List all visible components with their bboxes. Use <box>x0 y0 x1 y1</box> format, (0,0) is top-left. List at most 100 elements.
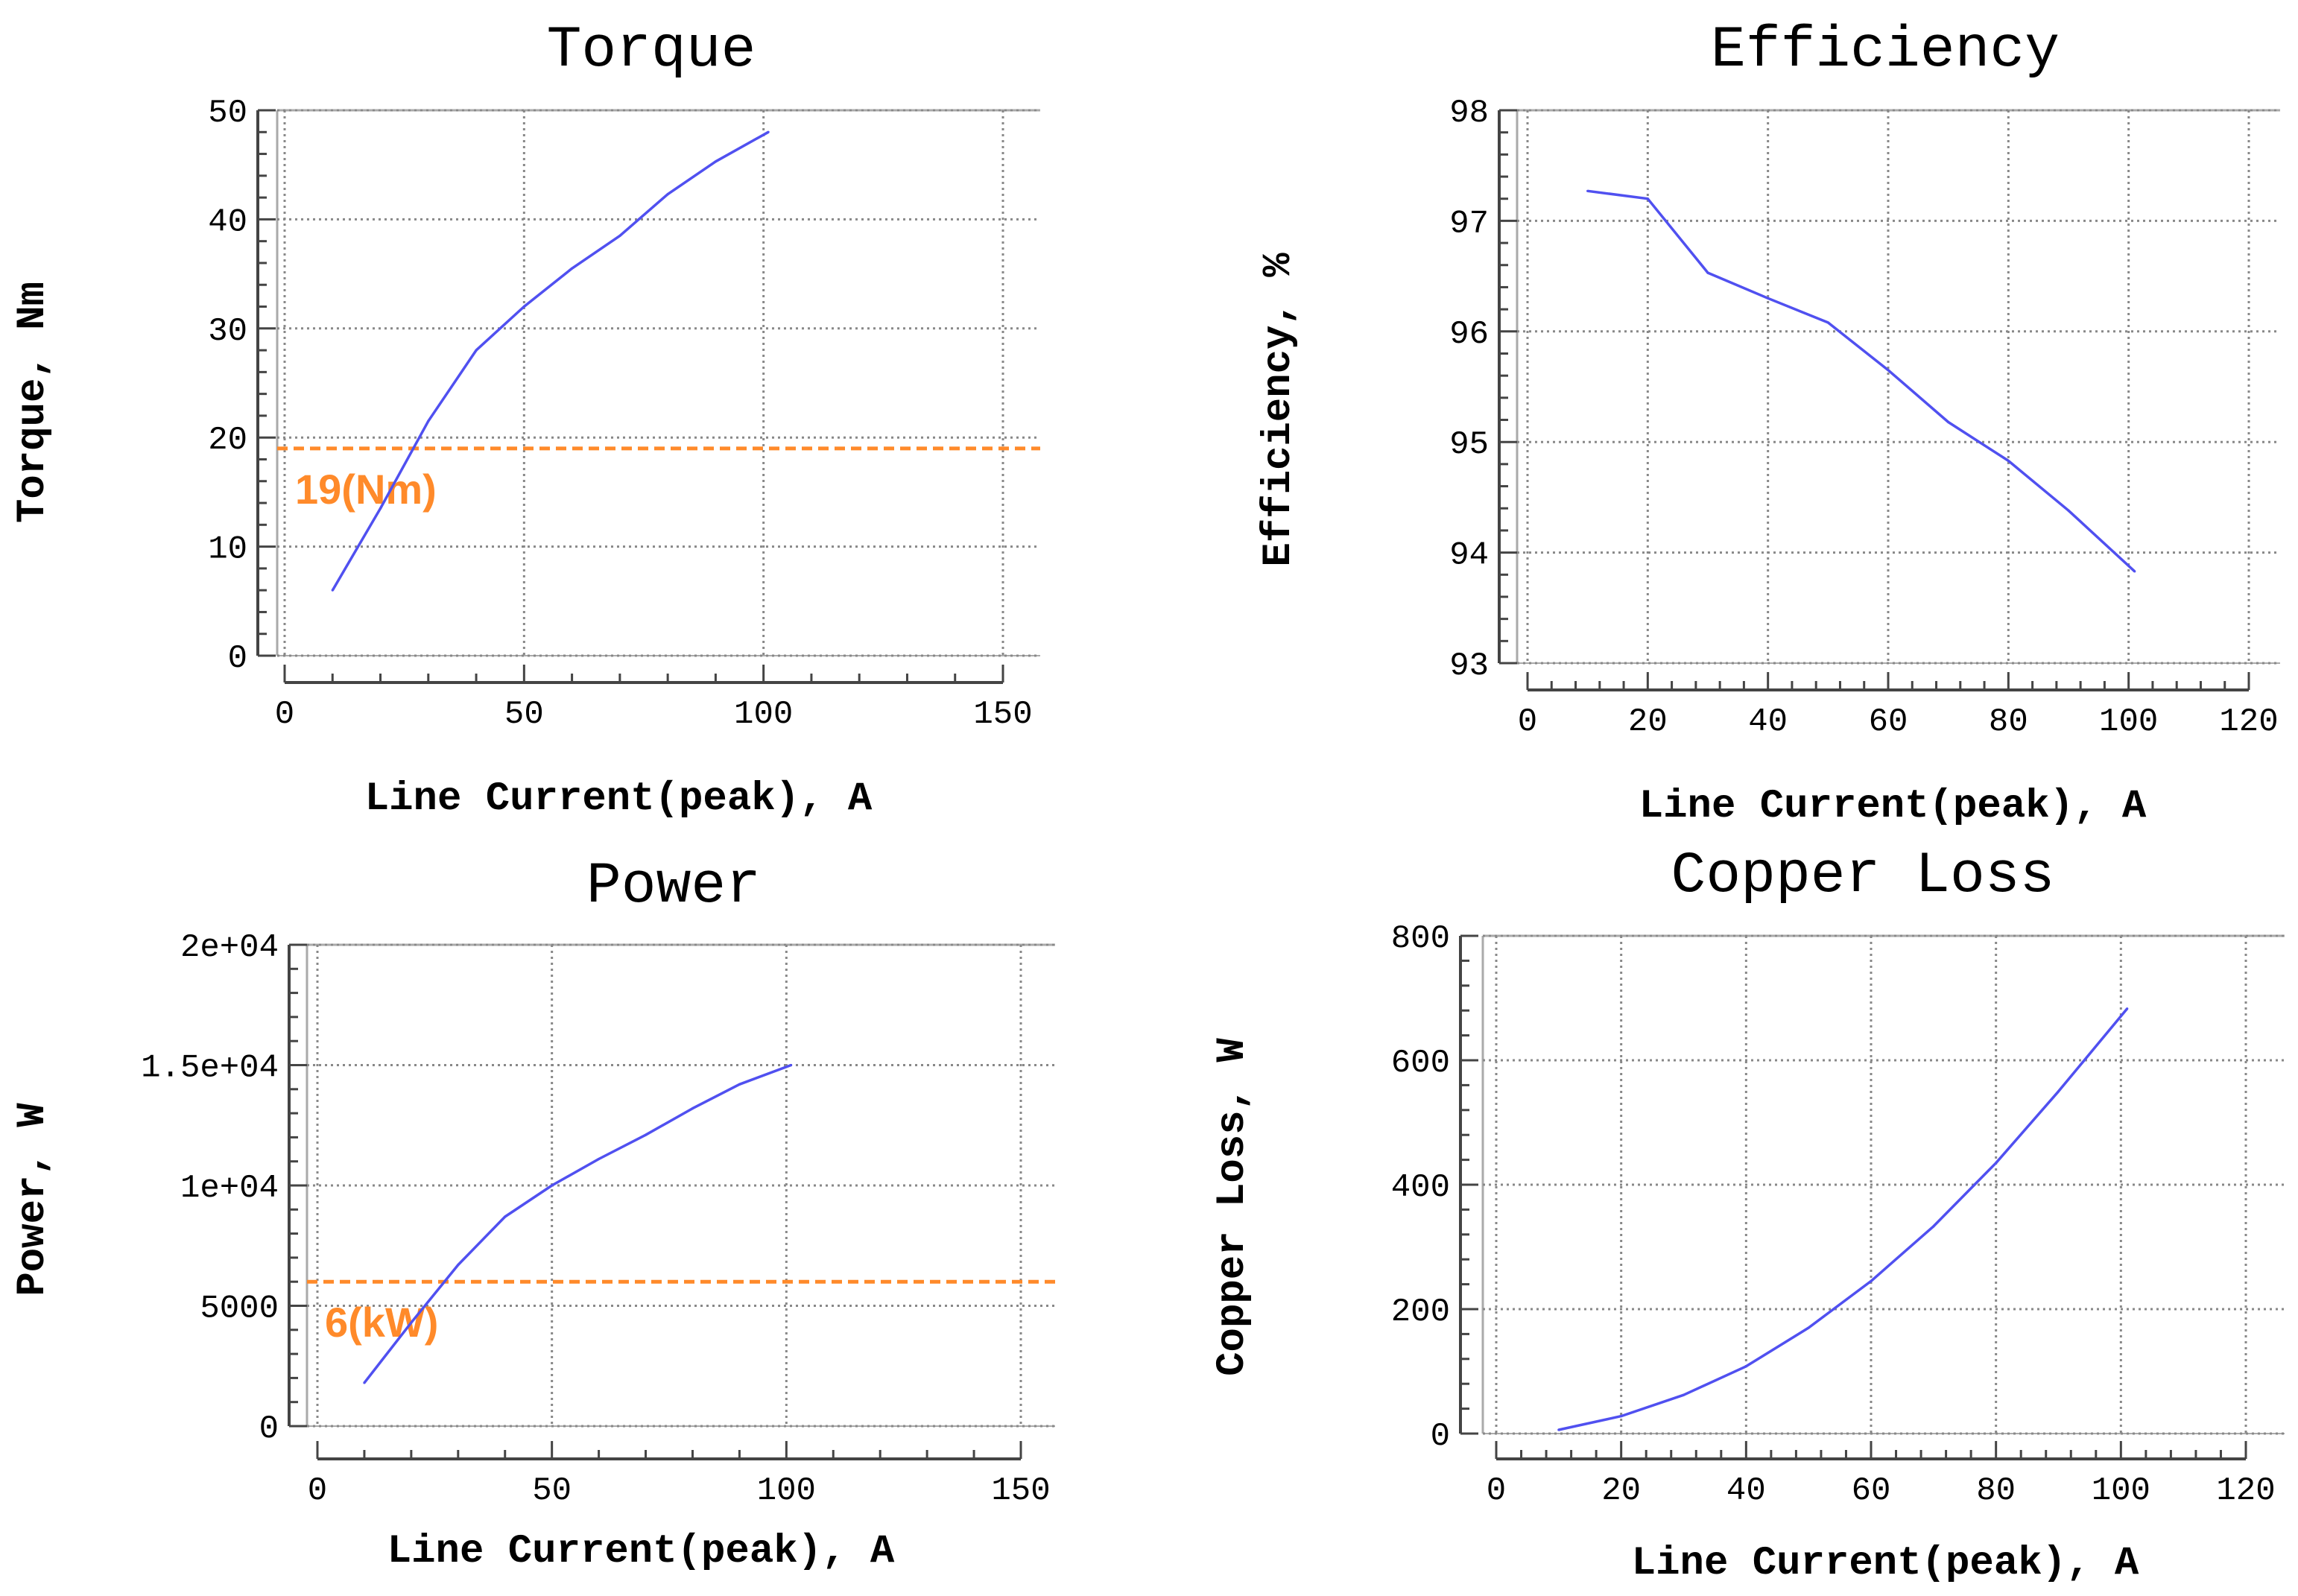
data-point <box>379 507 382 510</box>
data-point <box>427 419 430 422</box>
series-line <box>331 130 769 592</box>
x-axis-label: Line Current(peak), A <box>365 776 873 822</box>
data-point <box>571 267 574 270</box>
y-axis: 93 94 95 96 97 98 <box>1449 95 1517 685</box>
y-tick-label: 2e+04 <box>180 929 279 966</box>
plot-area <box>1516 109 2280 665</box>
x-tick-label: 100 <box>2092 1472 2150 1510</box>
chart-torque: Torque Line Current(peak), A Torque, Nm … <box>10 18 1040 822</box>
y-tick-label: 50 <box>208 95 247 132</box>
y-tick-label: 94 <box>1449 537 1489 574</box>
x-tick-label: 20 <box>1601 1472 1641 1510</box>
x-axis: 0 20 40 60 80 100 120 <box>1518 672 2279 741</box>
reference-label: 19(Nm) <box>295 466 437 513</box>
x-tick-label: 0 <box>1487 1472 1506 1510</box>
y-axis-label: Torque, Nm <box>10 282 56 523</box>
data-point <box>1682 1393 1685 1396</box>
series-torque <box>331 130 770 592</box>
y-tick-label: 10 <box>208 531 247 569</box>
data-point <box>1807 1326 1810 1329</box>
y-axis: 0 5000 1e+04 1.5e+04 2e+04 <box>141 929 307 1448</box>
series-power <box>363 1063 793 1384</box>
series-line <box>363 1063 792 1384</box>
plot-area <box>306 943 1055 1428</box>
x-tick-label: 120 <box>2216 1472 2275 1510</box>
y-tick-label: 5000 <box>200 1291 279 1328</box>
data-point <box>1767 297 1770 300</box>
reference-label: 6(kW) <box>325 1299 438 1346</box>
data-point <box>691 1107 694 1110</box>
data-point <box>504 1215 507 1218</box>
x-tick-label: 60 <box>1852 1472 1891 1510</box>
x-tick-label: 50 <box>504 696 544 733</box>
y-tick-label: 93 <box>1449 647 1489 685</box>
x-tick-label: 100 <box>2099 703 2158 741</box>
data-point <box>1932 1225 1935 1228</box>
data-point <box>1586 189 1589 192</box>
x-axis-label: Line Current(peak), A <box>1639 784 2147 829</box>
x-tick-label: 100 <box>757 1472 816 1510</box>
x-tick-label: 0 <box>275 696 294 733</box>
y-tick-label: 1e+04 <box>180 1170 279 1207</box>
y-tick-label: 40 <box>208 203 247 241</box>
data-point <box>1557 1428 1560 1431</box>
x-tick-label: 40 <box>1726 1472 1766 1510</box>
data-point <box>1706 271 1709 274</box>
x-axis: 0 50 100 150 <box>308 1441 1051 1510</box>
y-tick-label: 0 <box>228 640 247 677</box>
data-point <box>2007 459 2010 463</box>
data-point <box>475 349 478 352</box>
plot-area <box>1481 934 2285 1435</box>
y-tick-label: 97 <box>1449 205 1489 242</box>
y-tick-label: 1.5e+04 <box>141 1050 279 1087</box>
data-point <box>363 1381 366 1384</box>
chart-title: Efficiency <box>1711 18 2060 83</box>
data-point <box>738 1083 741 1086</box>
y-tick-label: 0 <box>1431 1418 1450 1455</box>
y-tick-label: 800 <box>1391 920 1450 957</box>
chart-power: Power Line Current(peak), A Power, W 0 50… <box>10 854 1055 1574</box>
data-point <box>1826 321 1829 324</box>
x-tick-label: 60 <box>1869 703 1908 741</box>
x-axis-label: Line Current(peak), A <box>387 1529 895 1574</box>
x-tick-label: 80 <box>1989 703 2028 741</box>
y-axis-label: Copper Loss, W <box>1210 1038 1256 1376</box>
y-axis: 0 200 400 600 800 <box>1391 920 1478 1455</box>
chart-title: Power <box>586 854 761 919</box>
x-tick-label: 120 <box>2219 703 2278 741</box>
chart-title: Torque <box>547 18 756 83</box>
y-axis-label: Power, W <box>10 1103 56 1296</box>
x-axis: 0 50 100 150 <box>275 665 1033 733</box>
y-tick-label: 0 <box>259 1410 279 1448</box>
y-tick-label: 98 <box>1449 95 1489 132</box>
chart-efficiency: Efficiency Line Current(peak), A Efficie… <box>1256 18 2280 829</box>
y-axis-label: Efficiency, % <box>1256 253 1302 567</box>
data-point <box>331 589 334 592</box>
plot-area <box>276 109 1040 657</box>
data-point <box>410 1321 413 1324</box>
series-line <box>1558 1007 2129 1431</box>
chart-title: Copper Loss <box>1671 843 2055 909</box>
x-axis-label: Line Current(peak), A <box>1632 1541 2139 1586</box>
data-point <box>644 1133 648 1136</box>
series-line <box>1587 189 2136 573</box>
data-point <box>618 234 621 237</box>
data-point <box>522 305 525 308</box>
data-point <box>1947 420 1950 424</box>
data-point <box>666 193 669 196</box>
data-point <box>1887 369 1890 372</box>
y-axis: 0 10 20 30 40 50 <box>208 95 276 677</box>
data-point <box>2133 570 2136 573</box>
y-tick-label: 96 <box>1449 316 1489 353</box>
data-point <box>714 160 718 163</box>
x-tick-label: 150 <box>991 1472 1050 1510</box>
y-tick-label: 200 <box>1391 1293 1450 1331</box>
data-point <box>790 1063 793 1067</box>
data-point <box>2067 509 2070 512</box>
data-point <box>457 1263 460 1267</box>
series-efficiency <box>1586 189 2136 573</box>
y-tick-label: 20 <box>208 422 247 459</box>
x-tick-label: 50 <box>532 1472 572 1510</box>
x-tick-label: 0 <box>308 1472 327 1510</box>
